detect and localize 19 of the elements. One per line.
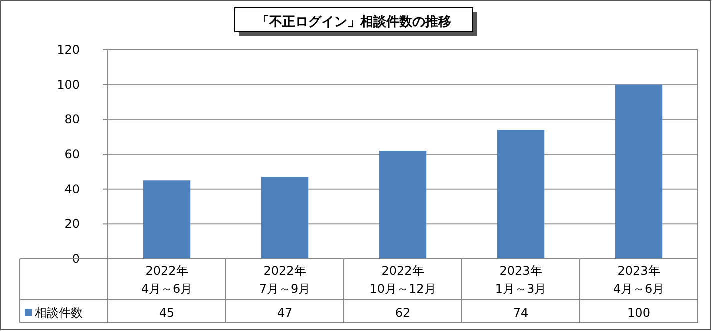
title: 「不正ログイン」相談件数の推移	[234, 8, 477, 36]
data-label: 100	[628, 306, 650, 320]
x-tick-label: 2022年 10月～12月	[370, 264, 436, 296]
chart-title: 「不正ログイン」相談件数の推移	[256, 14, 452, 30]
y-tick-label: 100	[57, 78, 80, 92]
data-label: 45	[159, 306, 175, 320]
x-tick-label: 2023年 1月～3月	[495, 264, 547, 296]
x-tick-label: 2023年 4月～6月	[613, 264, 665, 296]
data-label: 62	[395, 306, 411, 320]
legend-label: 相談件数	[35, 306, 83, 320]
y-tick-label: 60	[64, 148, 80, 162]
data-label: 74	[513, 306, 529, 320]
x-tick-label: 2022年 7月～9月	[259, 264, 311, 296]
y-tick-label: 40	[64, 182, 80, 196]
data-label: 47	[277, 306, 293, 320]
x-tick-label: 2022年 4月～6月	[141, 264, 193, 296]
y-tick-label: 20	[64, 217, 80, 232]
y-tick-label: 120	[57, 43, 80, 57]
y-tick-label: 80	[64, 112, 80, 127]
